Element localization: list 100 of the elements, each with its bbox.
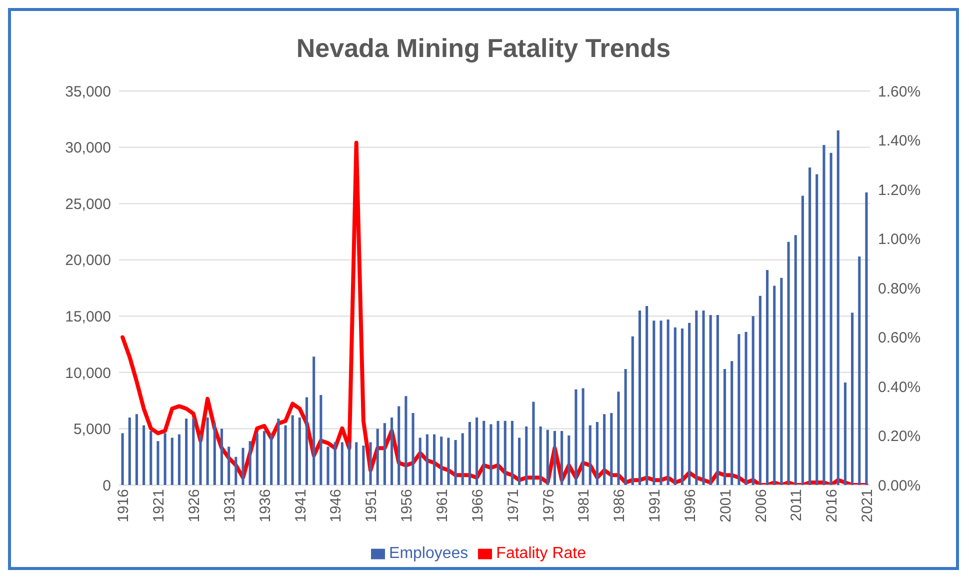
bar <box>355 442 358 485</box>
bar <box>270 434 273 485</box>
bar <box>574 389 578 485</box>
bar <box>476 417 478 485</box>
bar <box>383 423 386 485</box>
bar <box>504 420 506 485</box>
bar <box>482 420 486 485</box>
bar <box>468 422 471 485</box>
bar <box>730 361 734 485</box>
bar <box>660 320 662 485</box>
x-tick-label: 1996 <box>682 489 699 522</box>
bar <box>695 310 698 485</box>
bar <box>135 414 138 485</box>
bar <box>418 438 422 485</box>
bar <box>631 336 634 485</box>
bar <box>794 235 797 485</box>
bar <box>298 417 301 485</box>
y2-tick-label: 1.00% <box>878 231 921 248</box>
bar <box>510 420 514 485</box>
x-tick-label: 2011 <box>788 489 806 522</box>
bar <box>610 412 613 485</box>
x-tick-label: 1936 <box>256 489 274 522</box>
bar <box>738 334 740 485</box>
x-tick-label: 1931 <box>221 489 238 522</box>
bar <box>291 415 294 485</box>
bar <box>603 414 606 485</box>
bar <box>128 417 131 485</box>
bar <box>404 396 408 485</box>
bar <box>440 436 443 485</box>
x-tick-label: 1991 <box>646 489 664 522</box>
bar <box>518 438 521 485</box>
x-tick-label: 2021 <box>859 489 876 522</box>
bar <box>277 418 280 485</box>
bar <box>780 278 783 485</box>
bar <box>248 441 252 485</box>
bar <box>199 434 202 485</box>
bar <box>617 392 620 485</box>
x-tick-label: 1961 <box>434 489 452 522</box>
bar <box>320 394 322 485</box>
x-tick-label: 1966 <box>469 489 486 522</box>
bar <box>680 328 684 485</box>
bar <box>723 369 726 485</box>
bar <box>787 242 790 485</box>
y-tick-label: 0 <box>102 477 111 494</box>
bar <box>412 412 414 485</box>
bar <box>766 270 769 485</box>
x-tick-label: 1971 <box>504 489 522 522</box>
y-tick-label: 30,000 <box>65 140 111 157</box>
bar <box>568 435 570 485</box>
bar <box>312 356 316 485</box>
bar <box>305 397 308 485</box>
bar <box>362 446 365 485</box>
bar <box>284 425 287 485</box>
bar <box>773 286 776 485</box>
bar <box>121 433 124 485</box>
x-tick-label: 1981 <box>576 489 593 522</box>
y2-tick-label: 0.40% <box>878 378 921 396</box>
bar <box>242 448 244 485</box>
bar <box>532 402 535 485</box>
bar <box>334 442 336 485</box>
bar <box>433 434 436 485</box>
bar <box>150 430 152 485</box>
bar <box>454 440 457 485</box>
x-tick-label: 1941 <box>292 489 310 522</box>
legend-label: Employees <box>389 545 468 562</box>
bar <box>830 152 832 485</box>
bar <box>674 327 676 485</box>
legend-label: Fatality Rate <box>496 545 586 562</box>
bar <box>822 145 826 485</box>
y-tick-label: 35,000 <box>65 83 111 100</box>
y-tick-label: 25,000 <box>65 196 111 213</box>
bar <box>865 192 868 485</box>
bar <box>582 388 584 485</box>
bar <box>638 310 642 485</box>
y-tick-label: 15,000 <box>65 308 111 326</box>
bar <box>646 306 648 485</box>
x-tick-label: 2006 <box>752 489 770 522</box>
x-tick-label: 1986 <box>611 489 628 522</box>
bar <box>228 446 230 485</box>
bar <box>801 196 804 485</box>
y2-tick-label: 0.80% <box>878 280 921 298</box>
bar <box>588 425 592 485</box>
bar <box>560 430 564 485</box>
x-tick-label: 1916 <box>115 489 132 522</box>
bar <box>752 316 754 485</box>
bar <box>553 430 556 485</box>
bar <box>256 433 258 485</box>
bar <box>709 315 712 485</box>
bar <box>808 168 812 485</box>
bar <box>836 130 840 485</box>
bar <box>262 430 266 485</box>
bar <box>340 442 344 485</box>
y2-tick-label: 0.20% <box>878 428 921 446</box>
bar <box>206 417 209 485</box>
x-tick-label: 1956 <box>398 489 416 522</box>
bar <box>666 320 670 485</box>
bar <box>234 456 238 485</box>
x-tick-label: 1976 <box>540 489 558 522</box>
bar <box>390 417 394 485</box>
bar <box>716 315 719 485</box>
